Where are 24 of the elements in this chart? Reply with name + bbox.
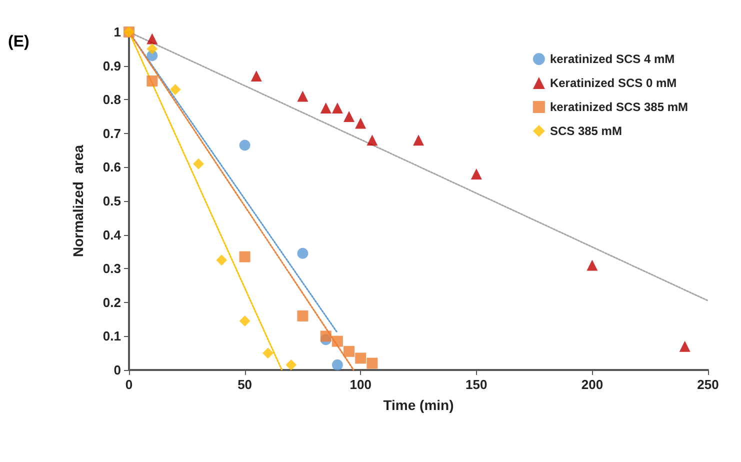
y-tick-label: 0.8 [102, 92, 121, 108]
y-tick-label: 0.7 [102, 126, 121, 141]
y-tick-label: 0.5 [102, 194, 121, 208]
x-tick-label: 150 [466, 377, 488, 392]
x-axis-title: Time (min) [383, 397, 454, 413]
legend-label: keratinized SCS 385 mM [550, 100, 688, 114]
y-tick-label: 0.6 [102, 160, 121, 175]
y-tick-label: 1 [114, 24, 121, 40]
legend-label: Keratinized SCS 0 mM [550, 76, 677, 90]
x-tick-label: 100 [350, 377, 372, 392]
x-tick-label: 50 [238, 377, 252, 392]
x-tick-label: 0 [125, 377, 133, 392]
legend-label: SCS 385 mM [550, 124, 622, 138]
y-tick-label: 0.2 [102, 294, 121, 310]
text: (E) [8, 34, 30, 50]
y-tick-label: 0.3 [102, 261, 121, 276]
y-tick-label: 0.1 [102, 328, 121, 344]
x-tick-label: 250 [697, 377, 719, 392]
y-tick-label: 0.9 [102, 58, 121, 74]
y-axis-title: Normalized area [70, 144, 86, 258]
y-tick-label: 0 [114, 362, 121, 378]
legend-label: keratinized SCS 4 mM [550, 52, 675, 66]
y-tick-label: 0.4 [102, 227, 122, 242]
x-tick-label: 200 [581, 377, 604, 392]
